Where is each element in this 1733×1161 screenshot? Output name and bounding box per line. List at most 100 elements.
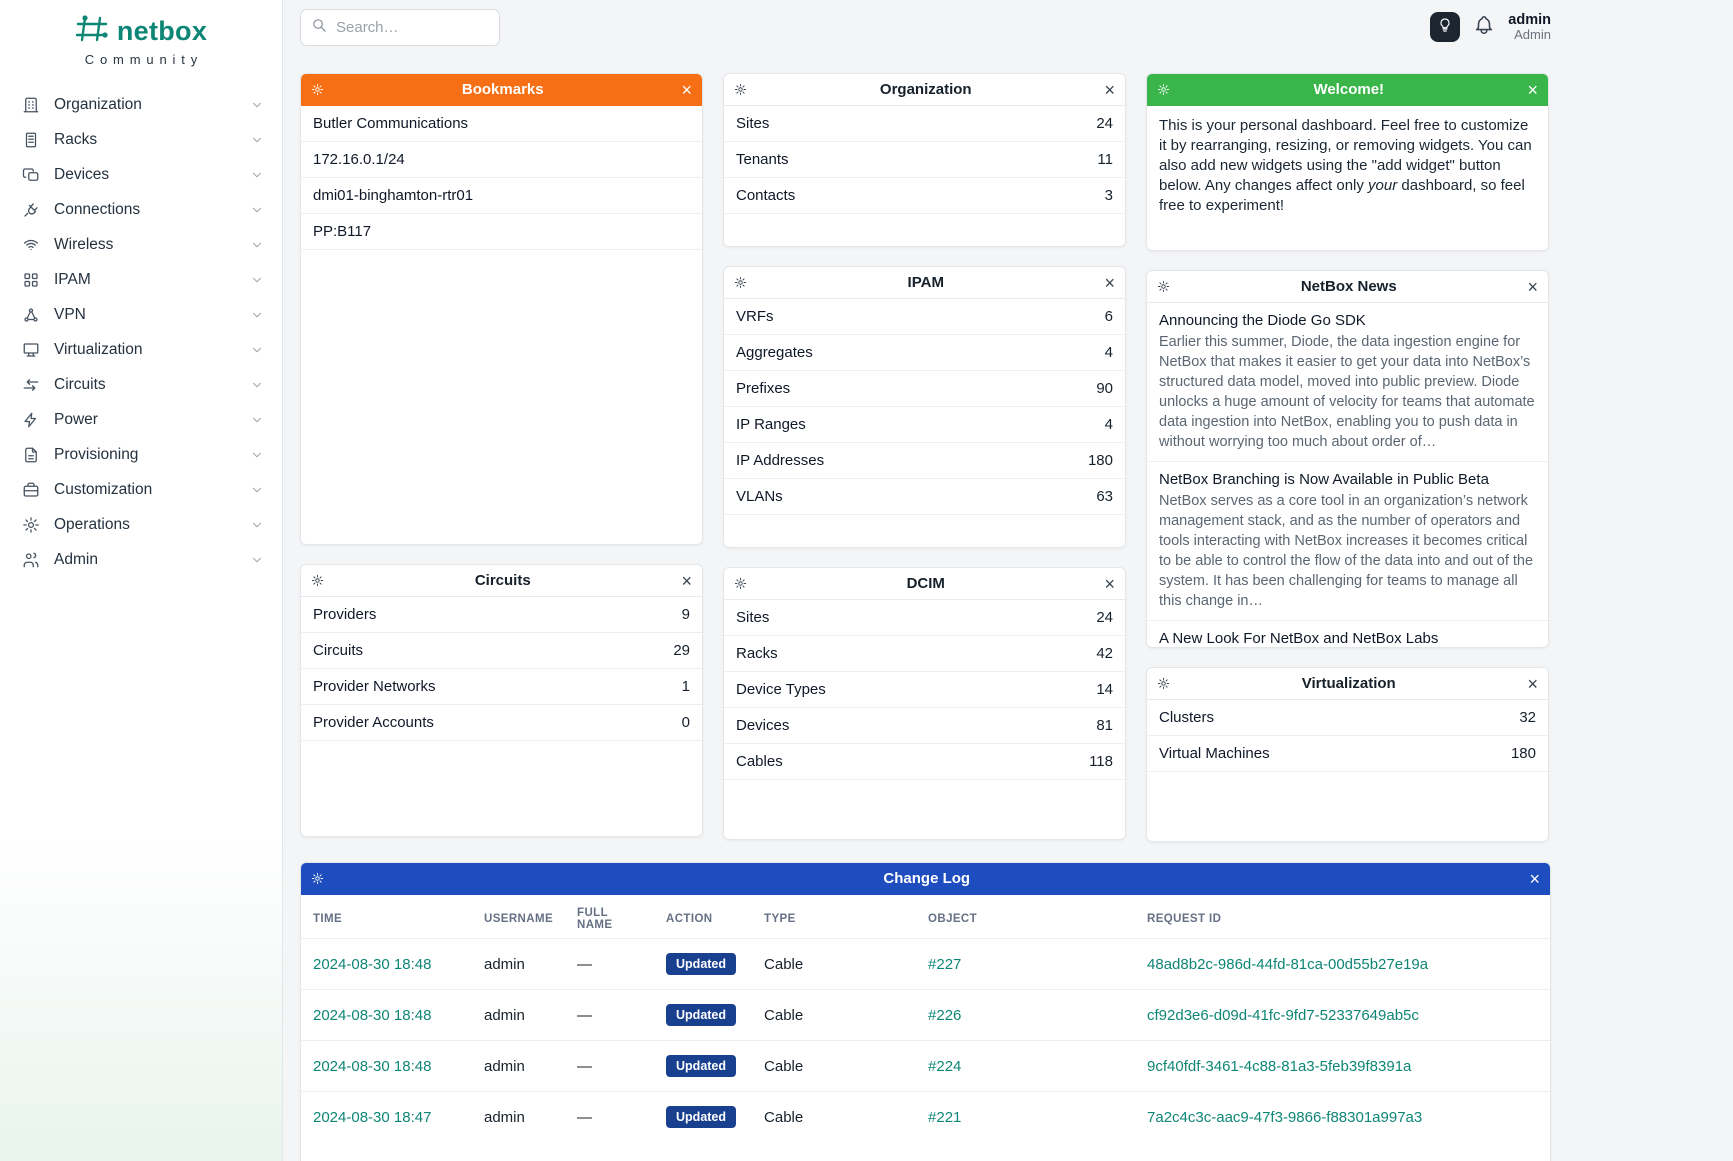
changelog-request-id-link[interactable]: 7a2c4c3c-aac9-47f3-9866-f88301a997a3 [1147, 1108, 1423, 1126]
stat-row[interactable]: Device Types 14 [724, 672, 1125, 708]
gear-icon[interactable] [1157, 83, 1170, 96]
stat-row[interactable]: Contacts 3 [724, 178, 1125, 214]
organization-icon [21, 95, 41, 115]
bookmark-item[interactable]: dmi01-binghamton-rtr01 [301, 178, 702, 214]
user-menu[interactable]: admin Admin [1508, 12, 1551, 44]
changelog-full-name: — [565, 938, 655, 990]
brand-name: netbox [116, 16, 208, 46]
search-input[interactable] [336, 19, 489, 36]
sidebar-item-racks[interactable]: Racks [0, 122, 282, 157]
close-icon[interactable]: × [681, 79, 692, 100]
changelog-request-id-link[interactable]: 9cf40fdf-3461-4c88-81a3-5feb39f8391a [1147, 1057, 1412, 1075]
wireless-icon [21, 235, 41, 255]
stat-row[interactable]: Cables 118 [724, 744, 1125, 780]
sidebar-item-organization[interactable]: Organization [0, 87, 282, 122]
stat-value: 32 [1519, 709, 1536, 726]
changelog-request-id-link[interactable]: cf92d3e6-d09d-41fc-9fd7-52337649ab5c [1147, 1006, 1419, 1024]
stat-row[interactable]: Clusters 32 [1147, 700, 1548, 736]
stat-row[interactable]: Racks 42 [724, 636, 1125, 672]
stat-row[interactable]: VRFs 6 [724, 299, 1125, 335]
changelog-object-link[interactable]: #227 [928, 955, 962, 973]
sidebar-item-operations[interactable]: Operations [0, 507, 282, 542]
close-icon[interactable]: × [1529, 868, 1540, 889]
theme-toggle-button[interactable] [1430, 12, 1461, 43]
stat-row[interactable]: Prefixes 90 [724, 371, 1125, 407]
sidebar-item-connections[interactable]: Connections [0, 192, 282, 227]
stat-row[interactable]: Sites 24 [724, 600, 1125, 636]
sidebar-item-label: Power [54, 410, 98, 428]
changelog-full-name: — [565, 1040, 655, 1092]
changelog-type: Cable [752, 938, 917, 990]
changelog-object-link[interactable]: #224 [928, 1057, 962, 1075]
welcome-text-part: dashboard, so feel free to experiment! [1159, 177, 1525, 215]
action-badge: Updated [666, 1106, 737, 1128]
sidebar-item-ipam[interactable]: IPAM [0, 262, 282, 297]
stat-row[interactable]: Circuits 29 [301, 633, 702, 669]
close-icon[interactable]: × [1104, 573, 1115, 594]
changelog-username: admin [472, 1091, 566, 1142]
stat-row[interactable]: IP Addresses 180 [724, 443, 1125, 479]
sidebar-item-power[interactable]: Power [0, 402, 282, 437]
sidebar-item-customization[interactable]: Customization [0, 472, 282, 507]
brand[interactable]: netbox Community [0, 0, 282, 67]
chevron-down-icon [250, 413, 264, 427]
sidebar-item-admin[interactable]: Admin [0, 542, 282, 577]
close-icon[interactable]: × [1527, 79, 1538, 100]
stat-row[interactable]: Virtual Machines 180 [1147, 736, 1548, 772]
close-icon[interactable]: × [1527, 276, 1538, 297]
chevron-down-icon [250, 483, 264, 497]
sidebar-item-provisioning[interactable]: Provisioning [0, 437, 282, 472]
gear-icon[interactable] [734, 83, 747, 96]
changelog-time-link[interactable]: 2024-08-30 18:48 [313, 955, 432, 973]
news-item-title[interactable]: A New Look For NetBox and NetBox Labs [1159, 630, 1439, 647]
changelog-time-link[interactable]: 2024-08-30 18:48 [313, 1057, 432, 1075]
sidebar-item-devices[interactable]: Devices [0, 157, 282, 192]
stat-label: Sites [736, 115, 770, 132]
circuits-widget-header: Circuits × [301, 565, 702, 597]
chevron-down-icon [250, 518, 264, 532]
stat-row[interactable]: Provider Networks 1 [301, 669, 702, 705]
close-icon[interactable]: × [1527, 673, 1538, 694]
gear-icon[interactable] [734, 276, 747, 289]
sidebar-item-circuits[interactable]: Circuits [0, 367, 282, 402]
stat-label: Circuits [313, 642, 364, 659]
bookmark-item[interactable]: 172.16.0.1/24 [301, 142, 702, 178]
stat-row[interactable]: Sites 24 [724, 106, 1125, 142]
gear-icon[interactable] [1157, 677, 1170, 690]
changelog-object-link[interactable]: #221 [928, 1108, 962, 1126]
search-box[interactable] [300, 9, 500, 46]
stat-row[interactable]: Aggregates 4 [724, 335, 1125, 371]
changelog-request-id-link[interactable]: 48ad8b2c-986d-44fd-81ca-00d55b27e19a [1147, 955, 1429, 973]
circuits-stats: Providers 9 Circuits 29 Provider Networks 1… [301, 597, 702, 741]
stat-label: VLANs [736, 488, 783, 505]
stat-row[interactable]: Provider Accounts 0 [301, 705, 702, 741]
stat-row[interactable]: IP Ranges 4 [724, 407, 1125, 443]
changelog-object-link[interactable]: #226 [928, 1006, 962, 1024]
stat-row[interactable]: Providers 9 [301, 597, 702, 633]
stat-row[interactable]: Devices 81 [724, 708, 1125, 744]
news-item-title[interactable]: NetBox Branching is Now Available in Pub… [1159, 471, 1489, 488]
changelog-time-link[interactable]: 2024-08-30 18:47 [313, 1108, 432, 1126]
gear-icon[interactable] [1157, 280, 1170, 293]
notifications-button[interactable] [1473, 14, 1495, 41]
close-icon[interactable]: × [1104, 272, 1115, 293]
gear-icon[interactable] [734, 577, 747, 590]
gear-icon[interactable] [311, 574, 324, 587]
stat-row[interactable]: Tenants 11 [724, 142, 1125, 178]
gear-icon[interactable] [311, 83, 324, 96]
news-item-title[interactable]: Announcing the Diode Go SDK [1159, 312, 1366, 329]
close-icon[interactable]: × [681, 570, 692, 591]
bookmark-item[interactable]: Butler Communications [301, 106, 702, 142]
organization-stats: Sites 24 Tenants 11 Contacts 3 [724, 106, 1125, 214]
close-icon[interactable]: × [1104, 79, 1115, 100]
action-badge: Updated [666, 1055, 737, 1077]
sidebar-item-virtualization[interactable]: Virtualization [0, 332, 282, 367]
sidebar-item-wireless[interactable]: Wireless [0, 227, 282, 262]
sidebar-item-vpn[interactable]: VPN [0, 297, 282, 332]
changelog-time-link[interactable]: 2024-08-30 18:48 [313, 1006, 432, 1024]
bookmark-item[interactable]: PP:B117 [301, 214, 702, 250]
stat-label: VRFs [736, 308, 774, 325]
stat-row[interactable]: VLANs 63 [724, 479, 1125, 515]
news-item: NetBox Branching is Now Available in Pub… [1147, 462, 1548, 621]
gear-icon[interactable] [311, 872, 324, 885]
